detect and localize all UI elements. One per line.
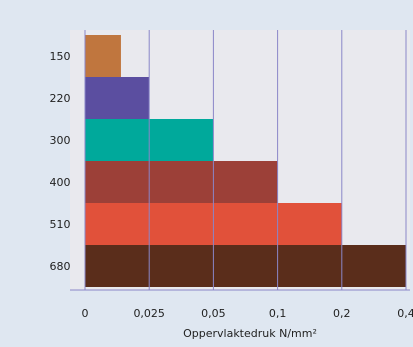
y-tick-label: 220 — [50, 92, 71, 105]
y-tick-label: 150 — [50, 50, 71, 63]
y-tick-label: 510 — [50, 218, 71, 231]
x-tick-label: 0,4 — [397, 307, 413, 320]
bar — [85, 245, 406, 287]
x-tick-label: 0,05 — [201, 307, 226, 320]
x-tick-label: 0,1 — [269, 307, 287, 320]
x-tick-label: 0,025 — [133, 307, 165, 320]
x-tick-label: 0 — [82, 307, 89, 320]
bar — [85, 35, 121, 77]
y-tick-label: 400 — [50, 176, 71, 189]
y-tick-label: 680 — [50, 260, 71, 273]
x-axis-title: Oppervlaktedruk N/mm² — [183, 327, 317, 340]
x-tick-label: 0,2 — [333, 307, 351, 320]
y-tick-label: 300 — [50, 134, 71, 147]
bar — [85, 161, 278, 203]
bar — [85, 77, 150, 119]
